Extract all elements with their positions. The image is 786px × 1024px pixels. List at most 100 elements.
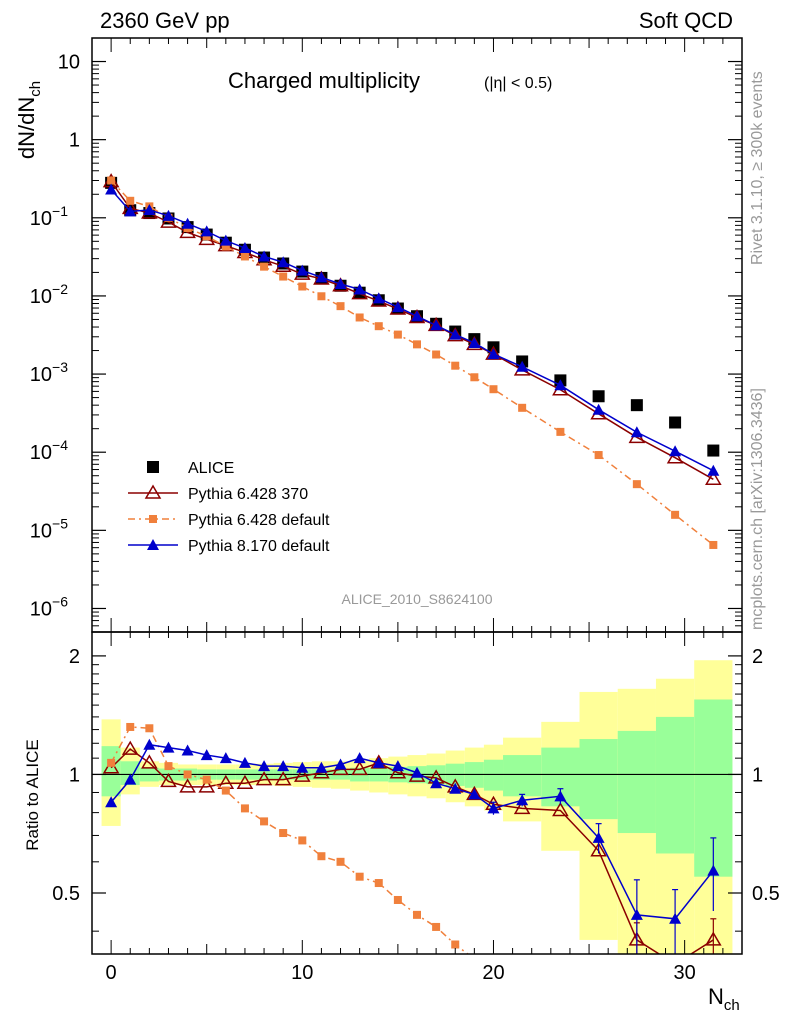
header-right: Soft QCD: [639, 8, 733, 33]
ratio-point-0-8: [255, 771, 273, 786]
main-point-1-26: [705, 470, 722, 486]
ratio-point-2-13: [353, 752, 366, 764]
legend-label-3: Pythia 8.170 default: [188, 538, 330, 555]
main-point-3-10: [296, 264, 309, 276]
ratio-point-1-4: [183, 770, 192, 779]
main-title-text: Charged multiplicity: [228, 68, 420, 93]
ratio-point-0-22: [552, 802, 569, 817]
ratio-axis-ticks: 0.5 0.51 12 20 10 20 30: [52, 632, 780, 984]
ratio-point-1-19: [470, 955, 478, 963]
green-band-21: [503, 755, 542, 797]
main-point-2-15: [393, 330, 402, 339]
main-point-2-23: [594, 451, 603, 460]
main-point-3-22: [554, 379, 567, 391]
main-point-2-21: [518, 403, 527, 412]
main-title-suffix: (|η| < 0.5): [484, 75, 552, 92]
main-ytick-label-0: 10: [58, 52, 80, 74]
ratio-point-0-7: [236, 774, 254, 789]
ratio-xlabel: Nch: [708, 984, 740, 1014]
ratio-point-2-2: [143, 738, 156, 750]
ratio-point-1-16: [413, 910, 421, 919]
mcplots-label: mcplots.cern.ch [arXiv:1306.3436]: [749, 388, 766, 630]
legend-marker-0: [147, 461, 159, 473]
ratio-point-2-8: [258, 760, 271, 772]
ratio-xtick-label-3: 30: [674, 962, 696, 984]
ratio-point-2-26: [707, 864, 720, 876]
ratio-point-1-2: [145, 724, 154, 733]
main-ytick-label-1: 1: [69, 130, 80, 152]
main-point-3-1: [124, 205, 137, 217]
main-point-3-21: [516, 360, 529, 372]
ratio-point-1-13: [355, 872, 364, 881]
legend-label-0: ALICE: [188, 460, 234, 477]
ratio-point-2-16: [411, 766, 423, 778]
main-ytick-label-2: 10−1: [30, 203, 68, 230]
main-point-2-1: [126, 196, 135, 205]
ratio-ytick-label-r-1: 1: [752, 764, 763, 786]
main-point-0-24: [630, 399, 643, 412]
ratio-point-2-9: [277, 760, 290, 772]
main-point-2-8: [260, 262, 269, 271]
ratio-point-1-15: [393, 895, 402, 904]
header-left: 2360 GeV pp: [100, 8, 230, 33]
ratio-point-2-10: [296, 761, 309, 773]
main-point-3-23: [592, 403, 605, 415]
ratio-point-1-11: [317, 852, 326, 861]
ratio-point-2-22: [554, 790, 567, 802]
ratio-point-2-0: [105, 796, 118, 808]
main-point-0-23: [592, 390, 605, 403]
main-ytick-label-6: 10−5: [30, 515, 68, 542]
main-point-2-13: [355, 313, 364, 322]
green-band-1: [120, 761, 140, 786]
green-band-23: [579, 739, 618, 820]
ratio-point-1-3: [164, 762, 173, 771]
ratio-ytick-label-1: 1: [69, 764, 80, 786]
ratio-point-1-18: [451, 940, 460, 949]
ratio-ytick-label-2: 2: [69, 646, 80, 668]
ratio-ytick-label-r-2: 2: [752, 646, 763, 668]
ratio-series-layer: [102, 722, 722, 963]
main-point-3-15: [391, 301, 404, 313]
main-point-2-18: [451, 361, 460, 370]
ratio-point-2-25: [669, 912, 682, 924]
main-series-layer: [102, 173, 722, 549]
main-ytick-label-4: 10−3: [30, 359, 68, 386]
green-band-20: [483, 759, 504, 791]
main-point-2-11: [317, 292, 326, 301]
main-point-3-11: [315, 271, 328, 283]
ratio-point-2-3: [162, 741, 175, 753]
ratio-point-1-12: [336, 857, 345, 866]
ratio-ytick-label-r-0: 0.5: [752, 883, 780, 905]
legend-marker-2: [149, 515, 157, 523]
main-ylabel-text: dN/dN: [14, 97, 39, 159]
ratio-point-0-2: [141, 754, 158, 769]
main-title: Charged multiplicity: [228, 68, 420, 93]
main-point-2-26: [709, 540, 718, 549]
ratio-point-1-8: [260, 817, 269, 826]
main-ylabel-sub: ch: [27, 81, 44, 97]
main-point-1-25: [666, 449, 684, 464]
ratio-xlabel-text: N: [708, 984, 724, 1009]
ratio-point-1-9: [279, 829, 288, 838]
main-point-3-12: [334, 278, 347, 290]
main-point-1-18: [446, 327, 464, 342]
ratio-point-2-24: [630, 908, 643, 920]
main-point-3-20: [487, 348, 500, 360]
main-point-2-24: [632, 480, 641, 489]
ratio-point-0-10: [293, 767, 311, 782]
ratio-point-2-23: [592, 831, 605, 843]
main-point-1-19: [466, 335, 483, 351]
analysis-tag: ALICE_2010_S8624100: [341, 591, 492, 607]
ratio-point-1-17: [432, 922, 441, 931]
main-point-2-22: [556, 427, 565, 436]
ratio-point-0-5: [198, 778, 216, 793]
rivet-label: Rivet 3.1.10, ≥ 300k events: [749, 71, 766, 265]
ratio-point-2-14: [372, 756, 385, 768]
main-point-1-16: [408, 308, 426, 324]
main-ylabel: dN/dNch: [14, 81, 44, 159]
main-point-2-20: [489, 385, 498, 394]
ratio-point-2-15: [391, 760, 404, 772]
ratio-point-1-6: [221, 786, 230, 795]
legend-marker-3: [147, 539, 159, 550]
ratio-point-0-23: [590, 842, 607, 857]
